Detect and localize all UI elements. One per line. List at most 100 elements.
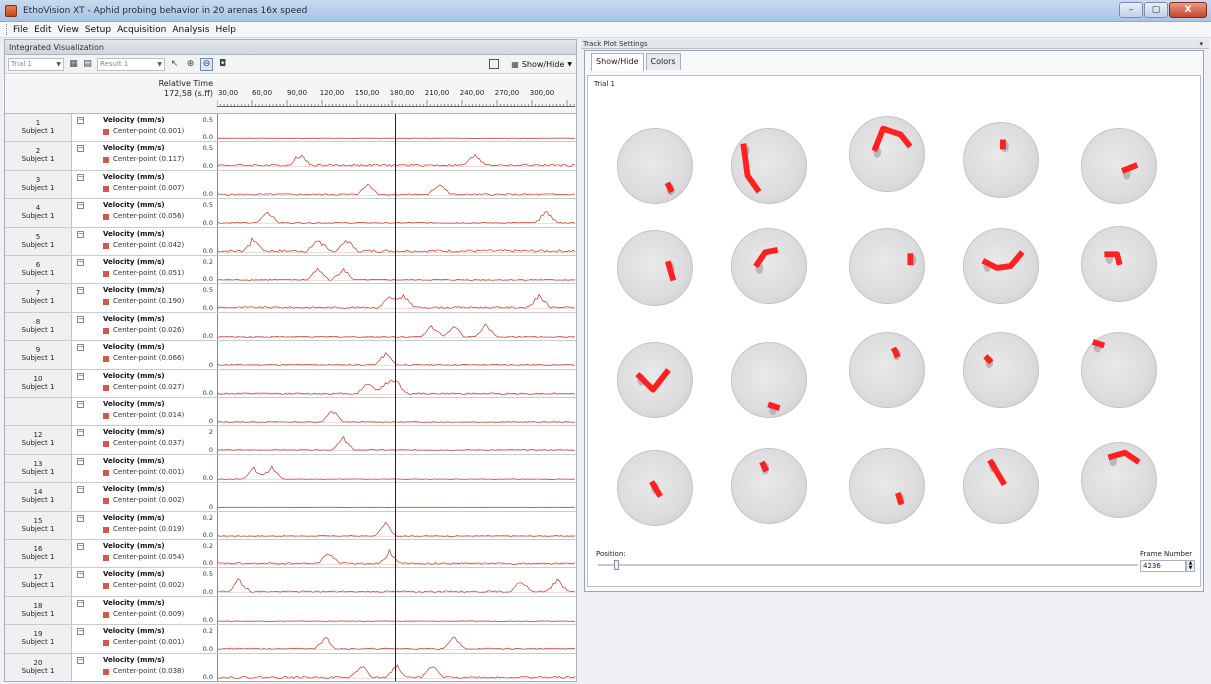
arena[interactable] (1081, 128, 1157, 204)
arena[interactable] (731, 448, 807, 524)
show-hide-button[interactable]: Show/Hide (521, 59, 565, 69)
arena[interactable] (617, 342, 693, 418)
subject-cell[interactable]: 10 Subject 1 (5, 369, 72, 397)
arena[interactable] (617, 450, 693, 526)
arena[interactable] (849, 116, 925, 192)
arena[interactable] (849, 448, 925, 524)
subject-cell[interactable]: 19 Subject 1 (5, 625, 72, 653)
arena[interactable] (617, 230, 693, 306)
collapse-icon[interactable]: − (77, 286, 84, 295)
arena[interactable] (617, 128, 693, 204)
frame-number-spinner[interactable]: ▲ ▼ (1186, 560, 1195, 572)
velocity-plot[interactable] (217, 426, 575, 454)
minimize-button[interactable]: – (1119, 2, 1143, 18)
arena[interactable] (963, 332, 1039, 408)
velocity-plot[interactable] (217, 369, 575, 397)
arena[interactable] (963, 448, 1039, 524)
time-cursor-line[interactable] (395, 114, 396, 681)
velocity-plot[interactable] (217, 483, 575, 511)
arena[interactable] (731, 128, 807, 204)
position-slider[interactable] (598, 564, 1138, 566)
menu-view[interactable]: View (57, 24, 79, 35)
arena[interactable] (849, 332, 925, 408)
collapse-icon[interactable]: − (77, 542, 84, 550)
close-button[interactable]: X (1169, 2, 1207, 18)
menu-edit[interactable]: Edit (34, 24, 52, 35)
arena[interactable] (731, 342, 807, 418)
collapse-icon[interactable]: − (77, 400, 84, 408)
subject-cell[interactable]: 20 Subject 1 (5, 653, 72, 681)
subject-cell[interactable]: 14 Subject 1 (5, 483, 72, 511)
collapse-icon[interactable]: − (77, 201, 84, 210)
menu-analysis[interactable]: Analysis (172, 24, 210, 35)
subject-cell[interactable]: 7 Subject 1 (5, 284, 72, 312)
grid-view-icon[interactable]: ▦ (69, 59, 78, 69)
velocity-plot[interactable] (217, 540, 575, 568)
velocity-plot[interactable] (217, 568, 575, 596)
trial-select[interactable]: Trial 1 ▼ (8, 57, 64, 71)
arena[interactable] (1081, 226, 1157, 302)
velocity-plot[interactable] (217, 142, 575, 170)
window-toggle-icon[interactable] (489, 59, 500, 69)
collapse-icon[interactable]: − (77, 144, 84, 153)
subject-cell[interactable]: 4 Subject 1 (5, 199, 72, 227)
subject-cell[interactable]: 15 Subject 1 (5, 511, 72, 539)
zoom-in-icon[interactable]: ⊕ (186, 59, 195, 69)
pointer-icon[interactable]: ↖ (170, 59, 179, 69)
velocity-plot[interactable] (217, 625, 575, 653)
subject-cell[interactable]: 16 Subject 1 (5, 540, 72, 568)
velocity-plot[interactable] (217, 256, 575, 284)
velocity-plot[interactable] (217, 511, 575, 539)
collapse-icon[interactable]: − (77, 513, 84, 522)
arena[interactable] (963, 228, 1039, 304)
collapse-icon[interactable]: − (77, 172, 84, 181)
subject-cell[interactable]: 18 Subject 1 (5, 596, 72, 625)
position-slider-thumb[interactable] (614, 560, 619, 570)
table-view-icon[interactable]: ▤ (83, 59, 92, 69)
pin-icon[interactable]: ▾ (1199, 40, 1203, 48)
velocity-plot[interactable] (217, 454, 575, 483)
velocity-plot[interactable] (217, 170, 575, 199)
menu-setup[interactable]: Setup (84, 24, 112, 35)
subject-cell[interactable]: 13 Subject 1 (5, 454, 72, 483)
collapse-icon[interactable]: − (77, 343, 84, 352)
collapse-icon[interactable]: − (77, 116, 84, 124)
time-ruler[interactable] (216, 99, 575, 107)
velocity-plot[interactable] (217, 596, 575, 625)
subject-cell[interactable]: 9 Subject 1 (5, 341, 72, 369)
menu-file[interactable]: File (13, 24, 29, 35)
collapse-icon[interactable]: − (77, 627, 84, 636)
collapse-icon[interactable]: − (77, 314, 84, 323)
subject-cell[interactable]: 8 Subject 1 (5, 312, 72, 341)
tab-colors[interactable]: Colors (645, 53, 681, 70)
chevron-down-icon[interactable]: ▼ (567, 60, 572, 68)
collapse-icon[interactable]: − (77, 570, 84, 579)
collapse-icon[interactable]: − (77, 485, 84, 494)
subject-cell[interactable]: 5 Subject 1 (5, 227, 72, 255)
menu-acquisition[interactable]: Acquisition (117, 24, 167, 35)
zoom-out-icon[interactable]: ⊖ (200, 57, 213, 71)
velocity-plot[interactable] (217, 227, 575, 255)
subject-cell[interactable]: 1 Subject 1 (5, 114, 72, 142)
subject-cell[interactable]: 3 Subject 1 (5, 170, 72, 199)
velocity-plot[interactable] (217, 653, 575, 681)
collapse-icon[interactable]: − (77, 371, 84, 380)
velocity-plot[interactable] (217, 284, 575, 312)
camera-icon[interactable]: ◘ (218, 59, 227, 69)
collapse-icon[interactable]: − (77, 428, 84, 437)
subject-cell[interactable]: 2 Subject 1 (5, 142, 72, 170)
tab-show-hide[interactable]: Show/Hide (591, 53, 644, 71)
arena[interactable] (731, 228, 807, 304)
subject-cell[interactable]: 6 Subject 1 (5, 256, 72, 284)
velocity-plot[interactable] (217, 199, 575, 227)
collapse-icon[interactable]: − (77, 258, 84, 266)
velocity-plot[interactable] (217, 312, 575, 341)
subject-cell[interactable]: 17 Subject 1 (5, 568, 72, 596)
arena[interactable] (849, 228, 925, 304)
result-select[interactable]: Result 1 ▼ (97, 57, 165, 71)
subject-cell[interactable]: 12 Subject 1 (5, 426, 72, 454)
arena[interactable] (1081, 442, 1157, 518)
arena[interactable] (963, 122, 1039, 198)
frame-number-input[interactable]: 4236 (1140, 560, 1186, 572)
menu-help[interactable]: Help (215, 24, 236, 35)
